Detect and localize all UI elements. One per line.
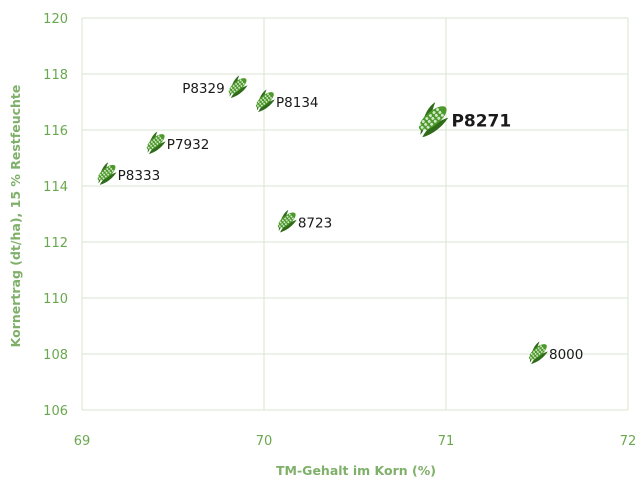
point-label: 8723 [298,215,332,231]
data-point: P8333 [97,162,161,185]
point-label: 8000 [549,347,583,363]
x-tick-label: 69 [74,434,91,449]
y-tick-label: 114 [43,180,68,195]
grid-lines [81,17,629,411]
point-label: P8134 [276,95,319,111]
y-tick-label: 106 [43,404,68,419]
point-label: P8271 [451,112,511,132]
y-tick-label: 112 [43,236,68,251]
y-axis-title: Kornertrag (dt/ha), 15 % Restfeuchte [8,85,23,348]
point-label: P8329 [182,81,225,97]
y-axis-ticks: 106 108 110 112 114 116 118 120 [43,12,68,419]
data-points: P8329 P8134 P7932 P8333 8723 P8271 8000 [97,75,583,365]
corn-cob-icon [97,162,117,185]
y-tick-label: 116 [43,124,68,139]
corn-cob-icon [255,89,275,113]
y-tick-label: 110 [43,292,68,307]
x-axis-title: TM-Gehalt im Korn (%) [276,463,436,478]
x-tick-label: 71 [438,434,455,449]
data-point: P7932 [146,131,210,155]
data-point: P8329 [182,75,248,99]
x-tick-label: 72 [620,434,637,449]
corn-cob-icon [228,75,248,99]
corn-cob-icon [528,341,548,365]
y-tick-label: 108 [43,348,68,363]
data-point: 8723 [277,209,332,233]
point-label: P7932 [167,137,210,153]
data-point: 8000 [528,341,583,365]
corn-cob-icon [277,209,297,233]
data-point: P8134 [255,89,319,113]
y-tick-label: 118 [43,68,68,83]
x-tick-label: 70 [256,434,273,449]
corn-cob-icon [418,102,449,138]
point-label: P8333 [118,168,161,184]
data-point: P8271 [418,102,511,138]
corn-cob-icon [146,131,166,155]
x-axis-ticks: 69 70 71 72 [74,434,637,449]
y-tick-label: 120 [43,12,68,27]
